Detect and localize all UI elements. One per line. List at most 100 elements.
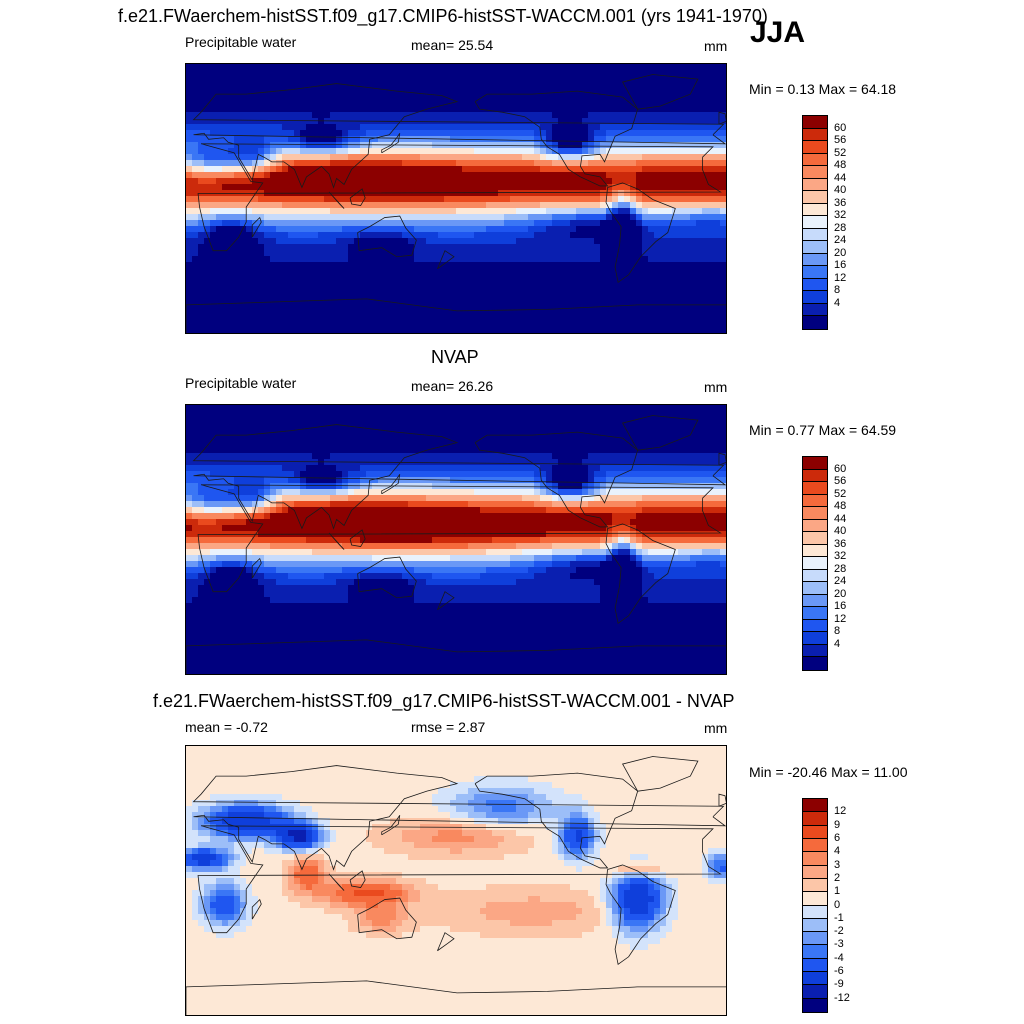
field-cell [696, 214, 703, 221]
field-cell [402, 196, 409, 203]
field-cell [516, 298, 523, 305]
field-cell [582, 411, 589, 418]
field-cell [576, 112, 583, 119]
field-cell [330, 70, 337, 77]
field-cell [372, 196, 379, 203]
field-cell [288, 88, 295, 95]
field-cell [264, 435, 271, 442]
field-cell [618, 447, 625, 454]
field-cell [714, 142, 721, 149]
field-cell [528, 298, 535, 305]
field-cell [684, 256, 691, 263]
field-cell [186, 220, 193, 227]
field-cell [726, 250, 727, 257]
field-cell [432, 423, 439, 430]
field-cell [360, 286, 367, 293]
field-cell [192, 292, 199, 299]
field-cell [372, 112, 379, 119]
field-cell [408, 130, 415, 137]
field-cell [474, 447, 481, 454]
field-cell [594, 184, 601, 191]
field-cell [396, 136, 403, 143]
field-cell [264, 256, 271, 263]
field-cell [306, 447, 313, 454]
field-cell [450, 328, 457, 333]
field-cell [552, 417, 559, 424]
field-cell [504, 238, 511, 245]
field-cell [690, 112, 697, 119]
field-cell [588, 124, 595, 131]
field-cell [690, 328, 697, 333]
field-cell [420, 298, 427, 305]
field-cell [240, 136, 247, 143]
field-cell [612, 256, 619, 263]
field-cell [468, 310, 475, 317]
field-cell [624, 124, 631, 131]
field-cell [348, 280, 355, 287]
field-cell [252, 208, 259, 215]
field-cell [528, 435, 535, 442]
field-cell [522, 250, 529, 257]
field-cell [414, 417, 421, 424]
field-cell [486, 262, 493, 269]
field-cell [300, 256, 307, 263]
field-cell [246, 148, 253, 155]
field-cell [300, 423, 307, 430]
field-cell [450, 262, 457, 269]
field-cell [702, 208, 709, 215]
field-cell [246, 124, 253, 131]
field-cell [672, 226, 679, 233]
field-cell [444, 238, 451, 245]
field-cell [372, 136, 379, 143]
field-cell [420, 322, 427, 329]
field-cell [570, 262, 577, 269]
field-cell [648, 280, 655, 287]
field-cell [648, 250, 655, 257]
field-cell [336, 136, 343, 143]
field-cell [276, 250, 283, 257]
field-cell [648, 190, 655, 197]
field-cell [324, 304, 331, 311]
field-cell [600, 160, 607, 167]
field-cell [348, 411, 355, 418]
field-cell [516, 142, 523, 149]
field-cell [396, 226, 403, 233]
field-cell [714, 244, 721, 251]
field-cell [402, 76, 409, 83]
field-cell [564, 405, 571, 412]
field-cell [348, 202, 355, 209]
field-cell [534, 118, 541, 125]
field-cell [324, 208, 331, 215]
field-cell [504, 100, 511, 107]
field-cell [474, 196, 481, 203]
field-cell [354, 244, 361, 251]
field-cell [588, 130, 595, 137]
field-cell [264, 148, 271, 155]
field-cell [516, 64, 523, 71]
field-cell [342, 112, 349, 119]
field-cell [384, 429, 391, 436]
field-cell [390, 208, 397, 215]
field-cell [684, 232, 691, 239]
field-cell [546, 166, 553, 173]
field-cell [300, 250, 307, 257]
field-cell [648, 136, 655, 143]
field-cell [258, 214, 265, 221]
field-cell [684, 250, 691, 257]
field-cell [270, 70, 277, 77]
field-cell [564, 136, 571, 143]
field-cell [348, 232, 355, 239]
field-cell [720, 190, 726, 197]
field-cell [186, 226, 193, 233]
field-cell [210, 166, 217, 173]
field-cell [240, 244, 247, 251]
field-cell [636, 286, 643, 293]
field-cell [720, 268, 726, 275]
field-cell [198, 292, 205, 299]
field-cell [318, 94, 325, 101]
field-cell [318, 286, 325, 293]
field-cell [216, 76, 223, 83]
field-cell [354, 447, 361, 454]
field-cell [654, 202, 661, 209]
field-cell [330, 429, 337, 436]
